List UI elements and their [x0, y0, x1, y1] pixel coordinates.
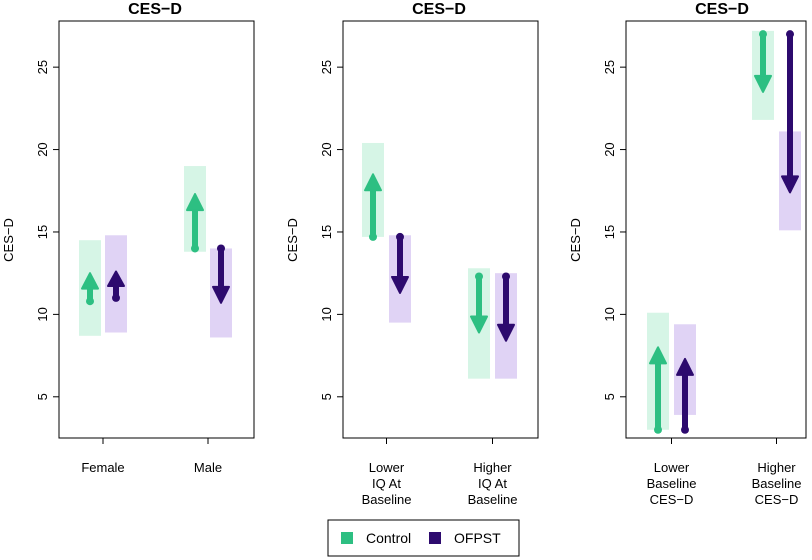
panel-gender: CES−D CES−D 5 10 15 20 25 Female Male	[1, 1, 255, 475]
legend-swatch-ofpst	[429, 532, 441, 544]
panel-title: CES−D	[695, 1, 749, 18]
plot-frame	[625, 20, 807, 439]
change-arrow-head	[781, 175, 799, 194]
baseline-point	[217, 244, 225, 253]
baseline-point	[786, 30, 794, 39]
y-tick-label: 20	[602, 142, 617, 156]
change-arrow-head	[676, 357, 694, 376]
y-tick-label: 10	[602, 307, 617, 321]
change-arrow-head	[497, 323, 515, 342]
y-tick-label: 10	[319, 307, 334, 321]
change-arrow-head	[212, 285, 230, 304]
x-tick-label: Female	[81, 460, 124, 475]
plot-frame	[58, 20, 255, 439]
panel-title: CES−D	[412, 1, 466, 18]
y-axis-title: CES−D	[285, 218, 300, 262]
x-tick-label: Higher Baseline CES−D	[752, 460, 802, 507]
legend-label-ofpst: OFPST	[454, 530, 501, 546]
y-tick-label: 5	[602, 393, 617, 400]
y-tick-label: 15	[319, 225, 334, 239]
baseline-point	[681, 425, 689, 434]
plot-frame	[342, 20, 539, 439]
legend-swatch-control	[341, 532, 353, 544]
y-tick-label: 25	[319, 60, 334, 74]
change-arrow-head	[107, 270, 125, 288]
change-arrow-head	[649, 346, 667, 365]
change-arrow-head	[364, 173, 382, 192]
y-tick-label: 5	[319, 393, 334, 400]
y-tick-label: 25	[35, 60, 50, 74]
y-tick-label: 15	[35, 225, 50, 239]
y-axis-title: CES−D	[1, 218, 16, 262]
baseline-point	[396, 232, 404, 241]
baseline-point	[112, 293, 120, 302]
legend-box	[327, 519, 520, 557]
panel-baseline-ces-d: CES−D CES−D 5 10 15 20 25 Lower Baseline CES−D H…	[568, 1, 807, 507]
y-tick-label: 25	[602, 60, 617, 74]
change-arrow-head	[186, 193, 204, 212]
change-arrow-head	[391, 275, 409, 294]
change-arrow-head	[754, 74, 772, 93]
baseline-point	[369, 232, 377, 241]
legend: Control OFPST	[327, 519, 520, 557]
y-axis-title: CES−D	[568, 218, 583, 262]
baseline-point	[502, 272, 510, 281]
y-tick-label: 10	[35, 307, 50, 321]
x-tick-label: Male	[194, 460, 222, 475]
panel-title: CES−D	[128, 1, 182, 18]
panel-iq-at-baseline: CES−D CES−D 5 10 15 20 25 Lower IQ At Baseline H…	[285, 1, 539, 507]
y-tick-label: 20	[35, 142, 50, 156]
x-tick-label: Higher IQ At Baseline	[468, 460, 518, 507]
x-tick-label: Lower Baseline CES−D	[647, 460, 697, 507]
x-tick-label: Lower IQ At Baseline	[362, 460, 412, 507]
baseline-point	[759, 30, 767, 39]
change-arrow-head	[470, 315, 488, 334]
y-tick-label: 5	[35, 393, 50, 400]
baseline-point	[191, 244, 199, 253]
legend-label-control: Control	[366, 530, 411, 546]
baseline-point	[86, 297, 94, 306]
baseline-point	[475, 272, 483, 281]
y-tick-label: 15	[602, 225, 617, 239]
y-tick-label: 20	[319, 142, 334, 156]
baseline-point	[654, 425, 662, 434]
change-arrow-head	[81, 272, 99, 290]
